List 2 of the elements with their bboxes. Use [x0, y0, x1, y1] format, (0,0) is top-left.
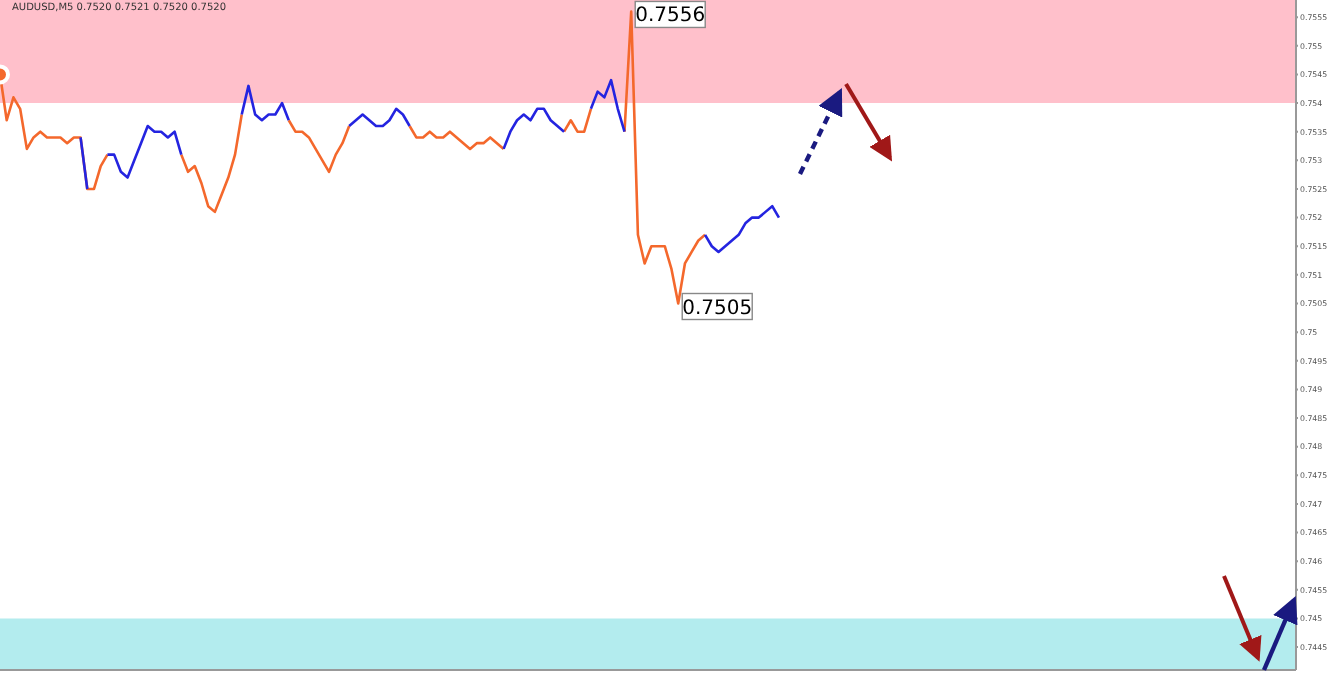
annotation: 0.7556 — [635, 5, 706, 28]
annotation: 0.7505 — [682, 297, 753, 320]
